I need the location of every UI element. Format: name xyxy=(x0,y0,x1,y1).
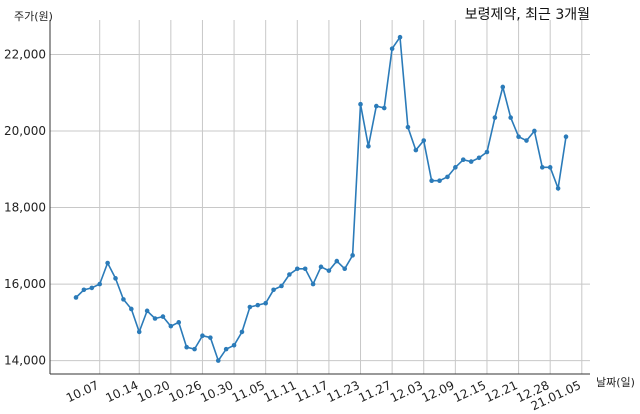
data-point xyxy=(152,316,158,321)
data-point xyxy=(358,101,363,107)
series-group xyxy=(73,34,569,363)
data-point xyxy=(389,46,395,52)
data-point xyxy=(192,346,197,352)
chart-title: 보령제약, 최근 3개월 xyxy=(465,7,590,23)
data-point xyxy=(200,333,205,339)
data-point xyxy=(453,165,458,170)
data-point xyxy=(208,335,213,340)
data-point xyxy=(437,178,442,184)
data-point xyxy=(334,258,340,264)
data-point xyxy=(89,285,95,291)
data-point xyxy=(516,134,521,140)
data-point xyxy=(215,358,221,363)
data-point xyxy=(302,266,308,272)
data-point xyxy=(445,174,450,180)
data-point xyxy=(113,276,118,281)
data-point xyxy=(287,272,292,277)
x-tick-label: 10.07 xyxy=(64,378,101,405)
grid xyxy=(50,20,590,374)
data-point xyxy=(160,314,166,319)
data-point xyxy=(539,165,545,170)
data-point xyxy=(271,287,276,293)
data-point xyxy=(350,253,355,258)
data-point xyxy=(421,138,427,143)
data-point xyxy=(413,147,419,153)
series-line xyxy=(75,34,567,363)
data-point xyxy=(310,281,316,287)
data-point xyxy=(255,302,261,308)
data-point xyxy=(223,346,229,352)
data-point xyxy=(184,344,189,350)
data-point xyxy=(279,283,284,289)
data-point xyxy=(468,159,474,164)
data-point xyxy=(168,323,174,329)
data-point xyxy=(492,115,498,120)
data-point xyxy=(381,105,387,111)
data-point xyxy=(97,281,103,287)
data-point xyxy=(231,342,237,348)
data-point xyxy=(374,103,379,109)
data-point xyxy=(81,287,87,293)
data-point xyxy=(105,260,110,266)
data-point xyxy=(136,329,142,335)
axes xyxy=(49,20,590,375)
data-point xyxy=(563,134,569,140)
data-point xyxy=(555,186,561,191)
data-point xyxy=(326,268,332,273)
data-point xyxy=(129,306,134,312)
data-point xyxy=(484,149,490,155)
y-tick-label: 16,000 xyxy=(4,277,46,291)
data-point xyxy=(263,300,268,306)
data-point xyxy=(532,128,537,134)
data-point xyxy=(294,266,300,272)
data-point xyxy=(405,124,411,130)
data-point xyxy=(460,157,466,162)
data-point xyxy=(429,178,434,184)
y-axis-label: 주가(원) xyxy=(14,10,53,23)
data-point xyxy=(342,266,348,272)
data-point xyxy=(318,264,324,270)
data-point xyxy=(73,295,79,300)
data-point xyxy=(176,320,182,325)
data-point xyxy=(366,143,371,149)
y-tick-label: 18,000 xyxy=(4,201,46,215)
data-point xyxy=(397,34,403,40)
data-point xyxy=(500,84,506,90)
data-point xyxy=(247,304,253,310)
data-point xyxy=(547,165,553,170)
data-point xyxy=(524,138,529,143)
data-point xyxy=(121,297,126,302)
data-point xyxy=(476,155,482,161)
data-point xyxy=(144,308,150,314)
x-axis-label: 날짜(일) xyxy=(596,375,635,389)
y-tick-label: 22,000 xyxy=(4,47,46,61)
data-point xyxy=(239,329,245,335)
y-tick-label: 14,000 xyxy=(4,354,46,368)
data-point xyxy=(508,115,513,120)
y-tick-label: 20,000 xyxy=(4,124,46,138)
